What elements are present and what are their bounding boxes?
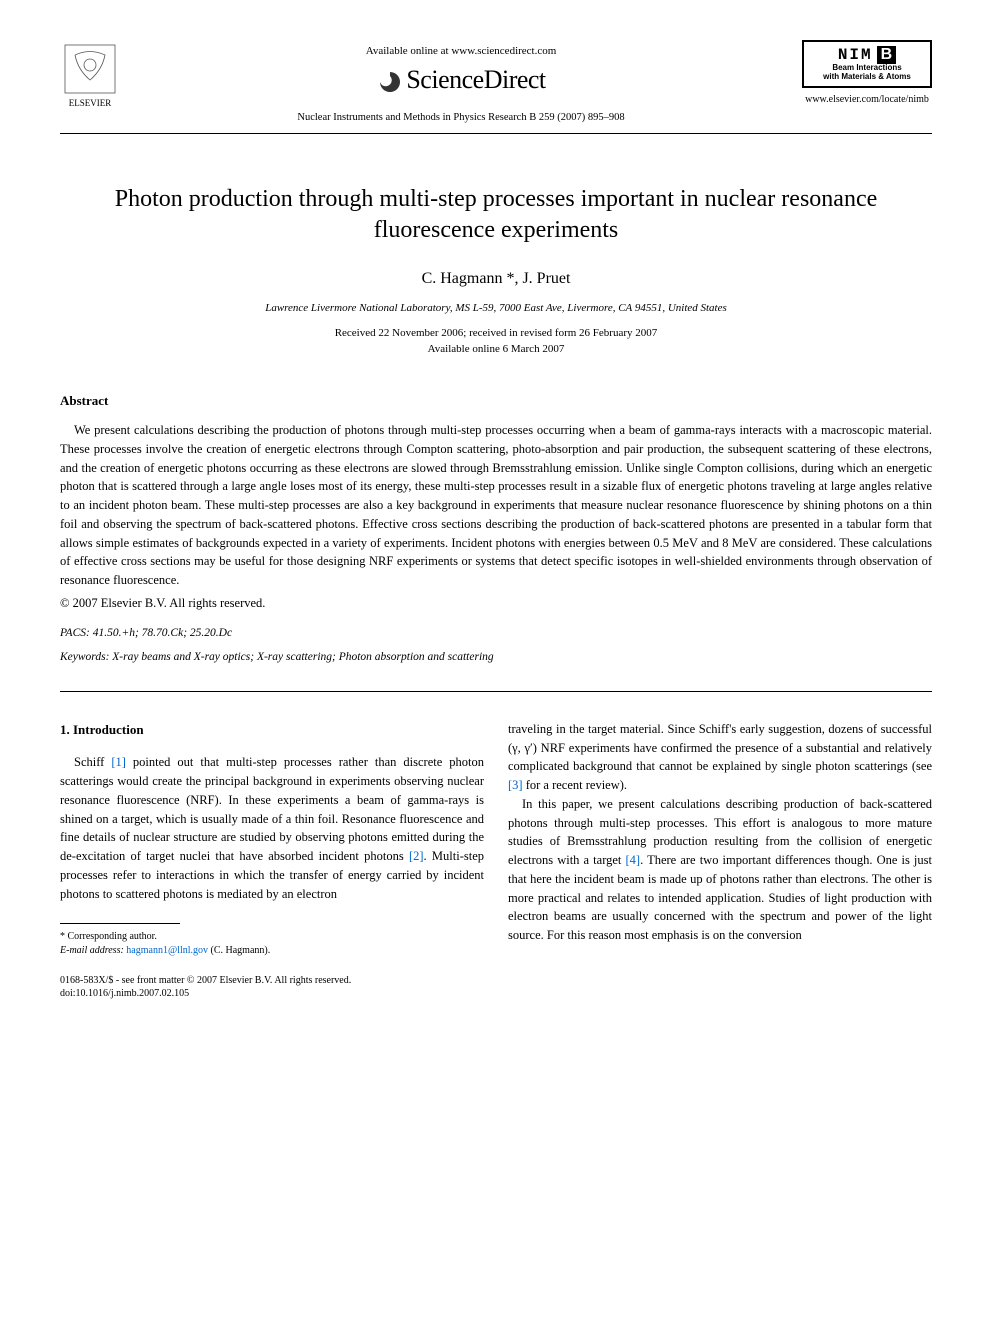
col2-p1-b: for a recent review). [523, 778, 627, 792]
col2-paragraph-1: traveling in the target material. Since … [508, 720, 932, 795]
header-divider [60, 133, 932, 134]
ref-link-1[interactable]: [1] [111, 755, 126, 769]
body-columns: 1. Introduction Schiff [1] pointed out t… [60, 720, 932, 1001]
header-center: Available online at www.sciencedirect.co… [120, 45, 802, 123]
sciencedirect-text: ScienceDirect [406, 65, 545, 94]
abstract-heading: Abstract [60, 393, 932, 409]
available-online-text: Available online at www.sciencedirect.co… [120, 45, 802, 57]
p1-text-a: Schiff [74, 755, 111, 769]
bottom-publication-info: 0168-583X/$ - see front matter © 2007 El… [60, 974, 484, 1000]
nimb-logo: NIM B Beam Interactions with Materials &… [802, 40, 932, 88]
intro-heading: 1. Introduction [60, 720, 484, 740]
nimb-b: B [877, 46, 897, 64]
article-title: Photon production through multi-step pro… [60, 184, 932, 246]
keywords-text: X-ray beams and X-ray optics; X-ray scat… [109, 651, 493, 663]
dates-received: Received 22 November 2006; received in r… [60, 326, 932, 341]
keywords-line: Keywords: X-ray beams and X-ray optics; … [60, 651, 932, 663]
sciencedirect-logo: ScienceDirect [120, 65, 802, 96]
pacs-label: PACS: [60, 627, 90, 639]
doi: doi:10.1016/j.nimb.2007.02.105 [60, 987, 484, 1000]
abstract-divider [60, 691, 932, 692]
footnote-email-label: E-mail address: [60, 945, 124, 956]
abstract-text: We present calculations describing the p… [60, 421, 932, 590]
intro-paragraph-1: Schiff [1] pointed out that multi-step p… [60, 753, 484, 903]
affiliation: Lawrence Livermore National Laboratory, … [60, 302, 932, 314]
header-right: NIM B Beam Interactions with Materials &… [802, 40, 932, 105]
ref-link-4[interactable]: [4] [626, 853, 641, 867]
footnote-email-line: E-mail address: hagmann1@llnl.gov (C. Ha… [60, 944, 484, 958]
p1-text-b: pointed out that multi-step processes ra… [60, 755, 484, 863]
footnote-separator [60, 923, 180, 924]
footnote-email[interactable]: hagmann1@llnl.gov [124, 945, 208, 956]
keywords-label: Keywords: [60, 651, 109, 663]
ref-link-2[interactable]: [2] [409, 849, 424, 863]
authors: C. Hagmann *, J. Pruet [60, 270, 932, 288]
column-left: 1. Introduction Schiff [1] pointed out t… [60, 720, 484, 1001]
svg-text:ELSEVIER: ELSEVIER [69, 98, 112, 108]
pacs-codes: 41.50.+h; 78.70.Ck; 25.20.Dc [90, 627, 232, 639]
elsevier-logo-icon: ELSEVIER [60, 40, 120, 110]
article-dates: Received 22 November 2006; received in r… [60, 326, 932, 357]
header-left: ELSEVIER [60, 40, 120, 110]
col2-paragraph-2: In this paper, we present calculations d… [508, 795, 932, 945]
sciencedirect-swirl-icon [376, 68, 404, 96]
copyright: © 2007 Elsevier B.V. All rights reserved… [60, 596, 932, 611]
column-right: traveling in the target material. Since … [508, 720, 932, 1001]
nimb-title: NIM B [808, 46, 926, 64]
col2-p1-a: traveling in the target material. Since … [508, 722, 932, 774]
locate-url: www.elsevier.com/locate/nimb [802, 94, 932, 105]
footnote-corr: * Corresponding author. [60, 930, 484, 944]
front-matter: 0168-583X/$ - see front matter © 2007 El… [60, 974, 484, 987]
nimb-subtitle-2: with Materials & Atoms [808, 73, 926, 82]
nimb-letters: NIM [838, 46, 873, 64]
pacs-line: PACS: 41.50.+h; 78.70.Ck; 25.20.Dc [60, 627, 932, 639]
footnote-email-suffix: (C. Hagmann). [208, 945, 270, 956]
ref-link-3[interactable]: [3] [508, 778, 523, 792]
journal-reference: Nuclear Instruments and Methods in Physi… [120, 112, 802, 123]
dates-online: Available online 6 March 2007 [60, 342, 932, 357]
page-header: ELSEVIER Available online at www.science… [60, 40, 932, 123]
corresponding-author-footnote: * Corresponding author. E-mail address: … [60, 930, 484, 958]
